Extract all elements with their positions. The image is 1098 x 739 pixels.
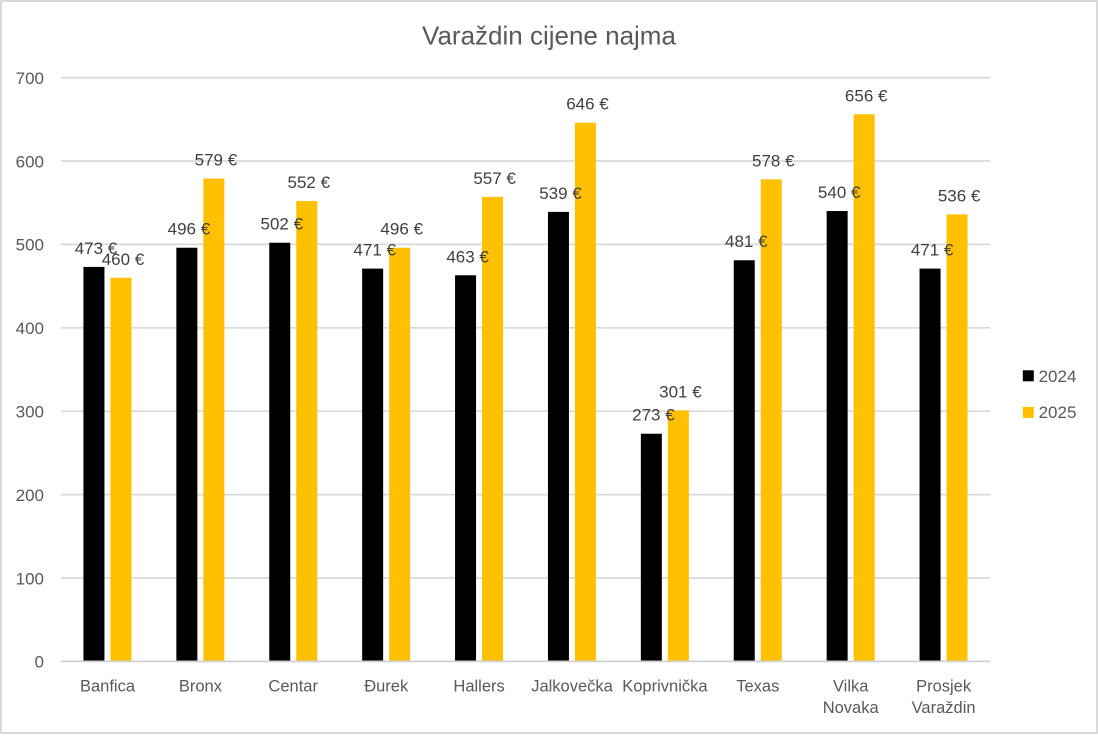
svg-text:471 €: 471 € bbox=[911, 241, 954, 260]
svg-text:700: 700 bbox=[16, 69, 44, 88]
svg-text:646 €: 646 € bbox=[566, 95, 609, 114]
svg-text:273 €: 273 € bbox=[632, 406, 675, 425]
svg-text:540 €: 540 € bbox=[818, 183, 861, 202]
svg-text:Bronx: Bronx bbox=[179, 678, 223, 696]
svg-text:2024: 2024 bbox=[1039, 367, 1077, 386]
svg-text:Jalkovečka: Jalkovečka bbox=[531, 678, 613, 696]
svg-text:473 €: 473 € bbox=[75, 239, 118, 258]
svg-text:Varaždin cijene najma: Varaždin cijene najma bbox=[422, 21, 676, 51]
svg-text:100: 100 bbox=[16, 569, 44, 588]
svg-text:300: 300 bbox=[16, 403, 44, 422]
svg-text:600: 600 bbox=[16, 152, 44, 171]
svg-text:Centar: Centar bbox=[268, 678, 318, 696]
svg-text:Novaka: Novaka bbox=[823, 699, 880, 717]
svg-text:Varaždin: Varaždin bbox=[912, 699, 976, 717]
svg-text:656 €: 656 € bbox=[845, 86, 888, 105]
svg-text:481 €: 481 € bbox=[725, 232, 768, 251]
svg-text:301 €: 301 € bbox=[659, 382, 702, 401]
svg-text:500: 500 bbox=[16, 236, 44, 255]
svg-text:Prosjek: Prosjek bbox=[916, 678, 972, 696]
svg-text:Hallers: Hallers bbox=[453, 678, 504, 696]
svg-text:578 €: 578 € bbox=[752, 151, 795, 170]
svg-text:Banfica: Banfica bbox=[80, 678, 136, 696]
svg-text:471 €: 471 € bbox=[353, 241, 396, 260]
svg-text:460 €: 460 € bbox=[102, 250, 145, 269]
svg-text:200: 200 bbox=[16, 486, 44, 505]
svg-text:400: 400 bbox=[16, 319, 44, 338]
svg-text:Đurek: Đurek bbox=[364, 678, 409, 696]
svg-text:2025: 2025 bbox=[1039, 403, 1077, 422]
svg-text:Vilka: Vilka bbox=[833, 678, 869, 696]
svg-text:Texas: Texas bbox=[736, 678, 779, 696]
svg-text:496 €: 496 € bbox=[380, 220, 423, 239]
svg-text:579 €: 579 € bbox=[195, 151, 238, 170]
svg-text:502 €: 502 € bbox=[261, 215, 304, 234]
svg-text:536 €: 536 € bbox=[938, 186, 981, 205]
svg-text:496 €: 496 € bbox=[168, 220, 211, 239]
svg-text:463 €: 463 € bbox=[446, 247, 489, 266]
svg-text:539 €: 539 € bbox=[539, 184, 582, 203]
svg-text:Koprivnička: Koprivnička bbox=[622, 678, 708, 696]
svg-text:552 €: 552 € bbox=[288, 173, 331, 192]
svg-text:557 €: 557 € bbox=[473, 169, 516, 188]
svg-text:0: 0 bbox=[35, 653, 44, 672]
